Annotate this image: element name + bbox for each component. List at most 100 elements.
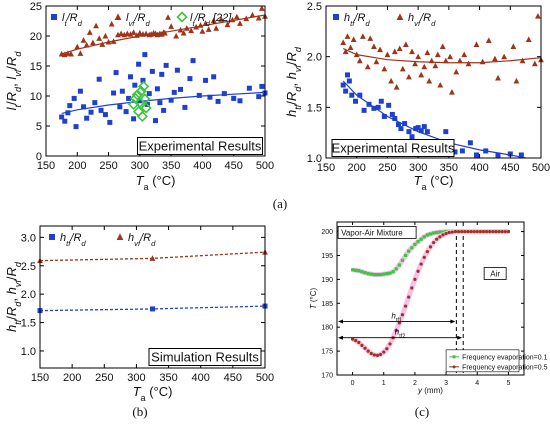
triangle-point <box>74 43 81 50</box>
triangle-point <box>205 26 212 32</box>
y-tick-label: 1.0 <box>307 153 322 165</box>
square-point <box>409 134 415 140</box>
y-tick-label: 190 <box>321 277 333 284</box>
square-point <box>413 242 417 247</box>
legend-label: htf/Rd <box>60 232 86 248</box>
triangle-point <box>461 51 468 58</box>
triangle-point <box>149 255 156 261</box>
square-point <box>435 230 439 235</box>
triangle-point <box>229 16 236 23</box>
triangle-point <box>377 46 383 53</box>
circle-point <box>444 231 448 236</box>
x-tick-label: 450 <box>224 372 242 384</box>
y-tick-label: 185 <box>321 301 333 308</box>
x-axis-label: Ta (°C) <box>414 173 454 192</box>
annotation-box <box>148 348 262 366</box>
panel-label-a: (a) <box>273 196 287 211</box>
circle-point <box>366 349 370 353</box>
triangle-point <box>183 25 190 31</box>
square-point <box>357 92 363 98</box>
triangle-point <box>165 14 171 20</box>
region-label-box <box>337 225 417 239</box>
triangle-point <box>535 13 541 19</box>
triangle-point <box>143 30 150 37</box>
square-point <box>452 149 458 155</box>
circle-point <box>488 229 492 234</box>
square-point <box>402 121 408 127</box>
circle-point <box>350 337 355 341</box>
square-point <box>410 246 414 250</box>
triangle-point <box>350 36 357 42</box>
square-point <box>187 76 193 82</box>
square-point <box>363 271 367 275</box>
triangle-point <box>353 51 360 58</box>
circle-point <box>491 229 495 234</box>
circle-point <box>472 229 476 234</box>
annotation-box <box>137 137 263 155</box>
triangle-point <box>409 48 415 55</box>
square-point <box>346 78 352 84</box>
x-tick-label: 450 <box>501 162 519 174</box>
triangle-point <box>173 32 180 39</box>
circle-point <box>453 229 458 234</box>
square-point <box>394 267 398 271</box>
square-point <box>340 82 346 88</box>
arrow-head <box>338 335 343 340</box>
y-tick-label: 2.0 <box>21 289 36 301</box>
triangle-point <box>347 44 354 51</box>
square-point <box>161 107 167 113</box>
square-point <box>171 89 177 95</box>
triangle-point <box>371 43 377 50</box>
square-point <box>424 129 430 135</box>
square-point <box>111 90 117 96</box>
legend-label: Frequency evaporation=0.1 <box>462 354 548 361</box>
x-tick-label: 250 <box>378 162 396 174</box>
region-label-left: Vapor-Air Mixture <box>341 228 403 237</box>
x-tick-label: 500 <box>256 160 274 172</box>
triangle-point <box>197 22 204 28</box>
y-tick-label: 2.5 <box>21 261 36 273</box>
x-tick-label: 400 <box>193 160 211 172</box>
square-point <box>349 92 355 98</box>
square-point <box>366 272 370 276</box>
square-point <box>350 268 355 272</box>
triangle-point <box>492 55 498 62</box>
triangle-point <box>424 49 431 56</box>
square-point <box>483 148 489 154</box>
circle-point <box>379 352 383 357</box>
triangle-point <box>77 50 84 56</box>
triangle-point <box>426 77 433 84</box>
triangle-point <box>373 58 380 65</box>
legend-marker <box>452 355 456 359</box>
annotation-text: Simulation Results <box>151 350 259 365</box>
square-point <box>419 237 423 241</box>
triangle-point <box>188 27 195 34</box>
legend-label: lt/Rd <box>62 12 83 28</box>
square-point <box>438 230 442 234</box>
triangle-point <box>453 68 460 75</box>
circle-point <box>456 229 461 234</box>
square-point <box>190 58 196 64</box>
circle-point <box>388 342 392 346</box>
circle-point <box>363 346 367 350</box>
fit-curve <box>342 48 542 64</box>
triangle-point <box>442 57 449 64</box>
square-point <box>127 74 133 80</box>
triangle-point <box>412 60 418 67</box>
square-point <box>159 71 165 77</box>
square-point <box>73 124 79 130</box>
triangle-point <box>418 71 425 78</box>
x-axis-label: Ta (°C) <box>136 173 176 192</box>
square-point <box>392 115 398 121</box>
arrow-label: htf2 <box>395 328 406 340</box>
x-axis-label: Ta (°C) <box>133 384 173 403</box>
triangle-point <box>359 33 366 39</box>
circle-point <box>485 229 489 234</box>
plot-frame <box>336 221 525 376</box>
square-point <box>507 151 513 157</box>
triangle-point <box>68 50 74 57</box>
x-tick-label: 500 <box>532 162 550 174</box>
square-point <box>403 253 408 258</box>
x-tick-label: 300 <box>131 160 149 172</box>
triangle-point <box>439 43 446 50</box>
